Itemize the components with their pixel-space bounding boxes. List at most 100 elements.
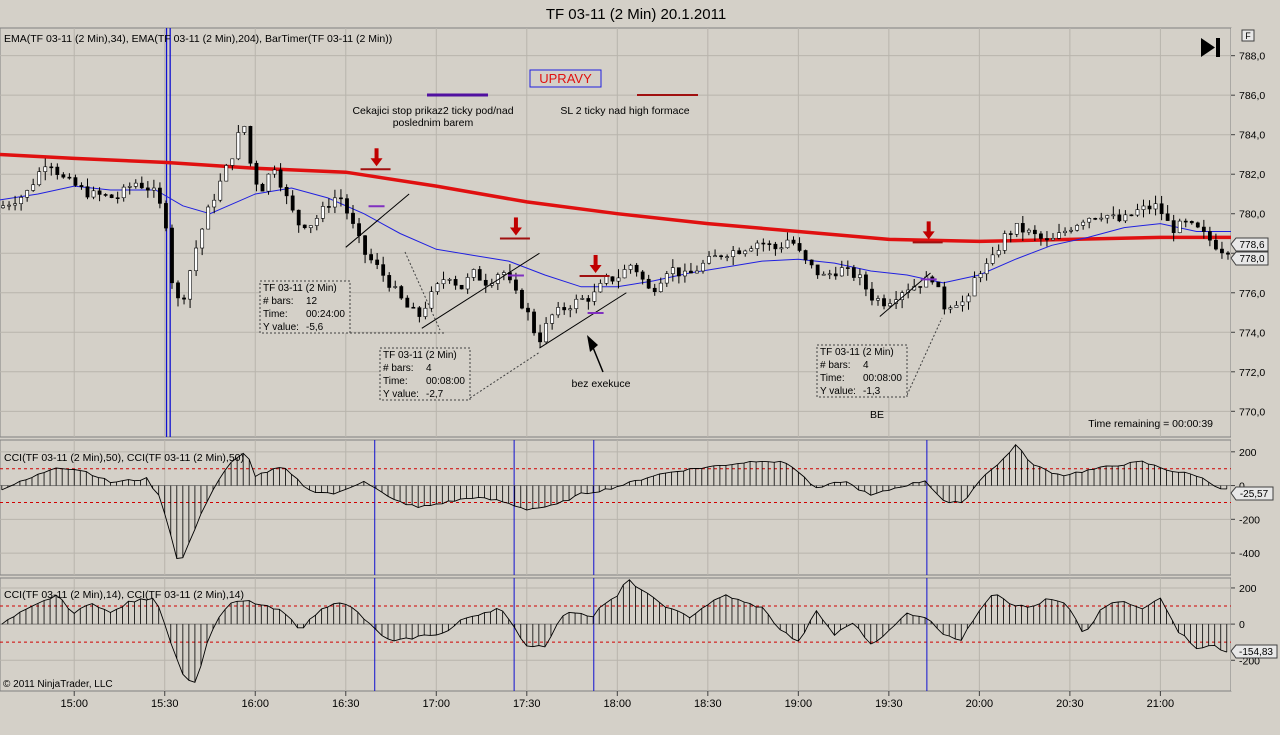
candle-body [248, 126, 253, 164]
ema34-line [0, 185, 1231, 288]
be-note: BE [870, 409, 884, 421]
candle-body [737, 250, 742, 255]
candle-body [115, 197, 120, 200]
x-tick-label: 17:30 [513, 698, 541, 710]
candle-body [749, 248, 754, 252]
candle-body [61, 174, 66, 178]
candle-body [1063, 230, 1067, 233]
candle-body [1117, 214, 1122, 222]
candle-body [1129, 214, 1134, 217]
candle-body [797, 243, 802, 251]
candle-body [37, 171, 42, 186]
candle-body [43, 166, 48, 172]
candle-body [1014, 223, 1019, 235]
measure-box-1: TF 03-11 (2 Min) # bars: 12 Time: 00:24:… [259, 280, 445, 334]
trend-line [345, 193, 410, 248]
candle-body [242, 126, 247, 133]
axis-labels: 15:00 15:30 16:00 16:30 17:00 17:30 18:00 18:30… [60, 51, 1265, 710]
candle-body [1123, 214, 1128, 222]
candle-body [1081, 221, 1086, 226]
f-button[interactable]: F [1241, 29, 1255, 42]
candle-body [176, 282, 180, 299]
candle-body [1099, 217, 1104, 220]
candle-body [7, 204, 11, 207]
candle-body [876, 298, 880, 301]
candle-body [574, 298, 579, 309]
candle-body [278, 169, 283, 188]
cci50-histogram [0, 444, 1231, 559]
price-tick-label: 782,0 [1239, 169, 1265, 181]
candle-body [188, 270, 192, 300]
candle-body [19, 197, 24, 204]
x-tick-label: 15:30 [151, 698, 179, 710]
candle-body [1214, 239, 1218, 250]
candle-body [520, 289, 524, 309]
measure-box-time-label: Time: [383, 376, 408, 387]
skip-to-end-icon[interactable] [1201, 38, 1220, 57]
price-axis-area [1231, 28, 1280, 691]
candle-body [483, 279, 488, 286]
sell-arrow-head [509, 227, 522, 236]
price-tick-label: 770,0 [1239, 406, 1265, 418]
stop-order-note-1: Cekajici stop prikaz2 ticky pod/nad [352, 105, 513, 117]
price-label-ema34: 778,6 [1230, 237, 1269, 252]
candle-body [405, 297, 410, 308]
candle-body [224, 165, 229, 182]
measure-box-y-label: Y value: [383, 389, 419, 400]
candle-body [845, 267, 850, 269]
price-label-ema34-text: 778,6 [1239, 240, 1264, 251]
candle-body [1069, 229, 1073, 232]
candle-body [290, 195, 295, 211]
cci50-last-value-text: -25,57 [1240, 489, 1269, 500]
candle-body [652, 287, 657, 293]
candle-body [477, 269, 482, 281]
candle-body [345, 198, 349, 214]
sell-arrow-shaft [926, 221, 931, 233]
cci50-last-value: -25,57 [1230, 486, 1274, 501]
candle-body [833, 273, 838, 277]
candle-body [314, 218, 319, 226]
candle-body [676, 267, 681, 277]
candle-body [1093, 218, 1098, 220]
candle-body [1020, 223, 1025, 233]
candle-body [538, 332, 542, 343]
candle-body [121, 186, 126, 199]
sell-arrow-head [922, 231, 935, 240]
candle-body [670, 267, 675, 275]
copyright: © 2011 NinjaTrader, LLC [3, 679, 113, 690]
candle-body [966, 295, 971, 303]
stop-order-note-2: poslednim barem [393, 117, 474, 129]
candle-body [972, 277, 977, 297]
candle-body [761, 242, 766, 245]
candle-body [978, 273, 983, 278]
cci14-last-value-text: -154,83 [1239, 647, 1273, 658]
candle-body [1002, 233, 1007, 251]
candle-body [556, 307, 561, 316]
measure-box-3: TF 03-11 (2 Min) # bars: 4 Time: 00:08:0… [816, 317, 943, 398]
candle-body [200, 228, 205, 249]
cci50-label: CCI(TF 03-11 (2 Min),50), CCI(TF 03-11 (… [4, 452, 244, 464]
candle-body [544, 323, 549, 343]
ema204-line [0, 152, 1231, 244]
trend-line [421, 252, 540, 329]
candle-body [1220, 248, 1224, 254]
candle-body [194, 247, 199, 272]
candle-body [91, 190, 96, 198]
candle-body [550, 314, 555, 324]
price-label-last: 778,0 [1230, 251, 1269, 266]
candle-body [212, 199, 217, 208]
candle-body [387, 275, 392, 288]
candle-body [308, 225, 313, 229]
candle-body [363, 235, 367, 255]
measure-box-bars-label: # bars: [383, 363, 414, 374]
x-tick-label: 17:00 [423, 698, 451, 710]
candle-body [592, 291, 597, 302]
candle-body [1226, 252, 1230, 255]
candle-body [55, 166, 60, 175]
candle-body [882, 298, 886, 307]
candle-body [809, 259, 814, 266]
cci50-tick-label: 200 [1239, 447, 1257, 459]
candle-body [562, 307, 567, 311]
candle-body [1183, 220, 1188, 223]
trend-line [539, 292, 627, 349]
